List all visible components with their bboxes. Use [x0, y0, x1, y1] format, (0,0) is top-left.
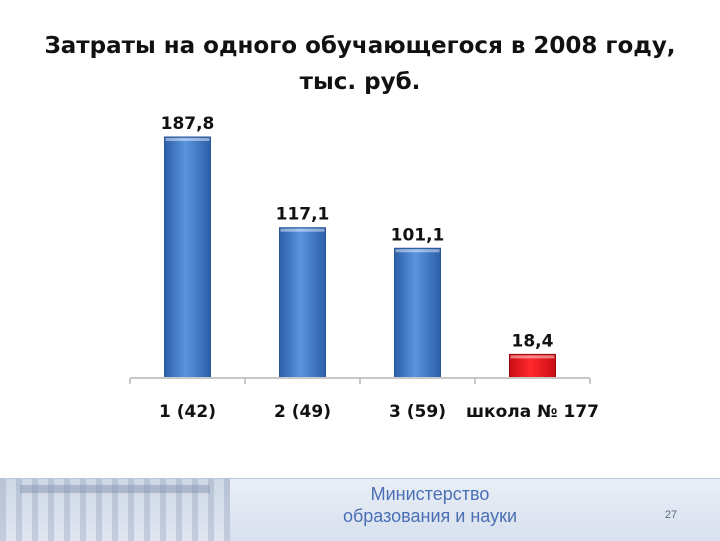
- bar-2: [279, 227, 326, 379]
- bar-sheen: [165, 138, 210, 141]
- value-label: 117,1: [276, 205, 330, 225]
- chart-title: Затраты на одного обучающегося в 2008 го…: [0, 28, 720, 100]
- value-label: 101,1: [391, 225, 445, 245]
- bar-sheen: [395, 249, 440, 253]
- footer-banner: Министерство образования и науки 27: [0, 478, 720, 541]
- ministry-line1: Министерство: [370, 484, 490, 504]
- slide-number: 27: [664, 509, 678, 521]
- value-label: 18,4: [512, 331, 554, 351]
- category-label: 2 (49): [274, 402, 331, 422]
- bar-chart: 187,8 1 (42) 117,1 2 (49) 101,1 3 (59) 18,4 шко…: [129, 114, 599, 422]
- category-label: 1 (42): [159, 402, 216, 422]
- bar-sheen: [280, 228, 325, 232]
- chart-title-line2: тыс. руб.: [299, 69, 421, 95]
- ministry-line2: образования и науки: [342, 506, 518, 526]
- category-label: школа № 177: [466, 402, 599, 422]
- category-label: 3 (59): [389, 402, 446, 422]
- bar-sheen: [510, 355, 555, 359]
- bar-1: [164, 136, 211, 379]
- chart-title-line1: Затраты на одного обучающегося в 2008 го…: [44, 33, 676, 59]
- building-roof: [20, 485, 210, 493]
- value-label: 187,8: [161, 114, 215, 134]
- bar-3: [394, 247, 441, 379]
- ministry-logo-text: Министерство образования и науки: [280, 483, 580, 527]
- building-image: [0, 479, 230, 541]
